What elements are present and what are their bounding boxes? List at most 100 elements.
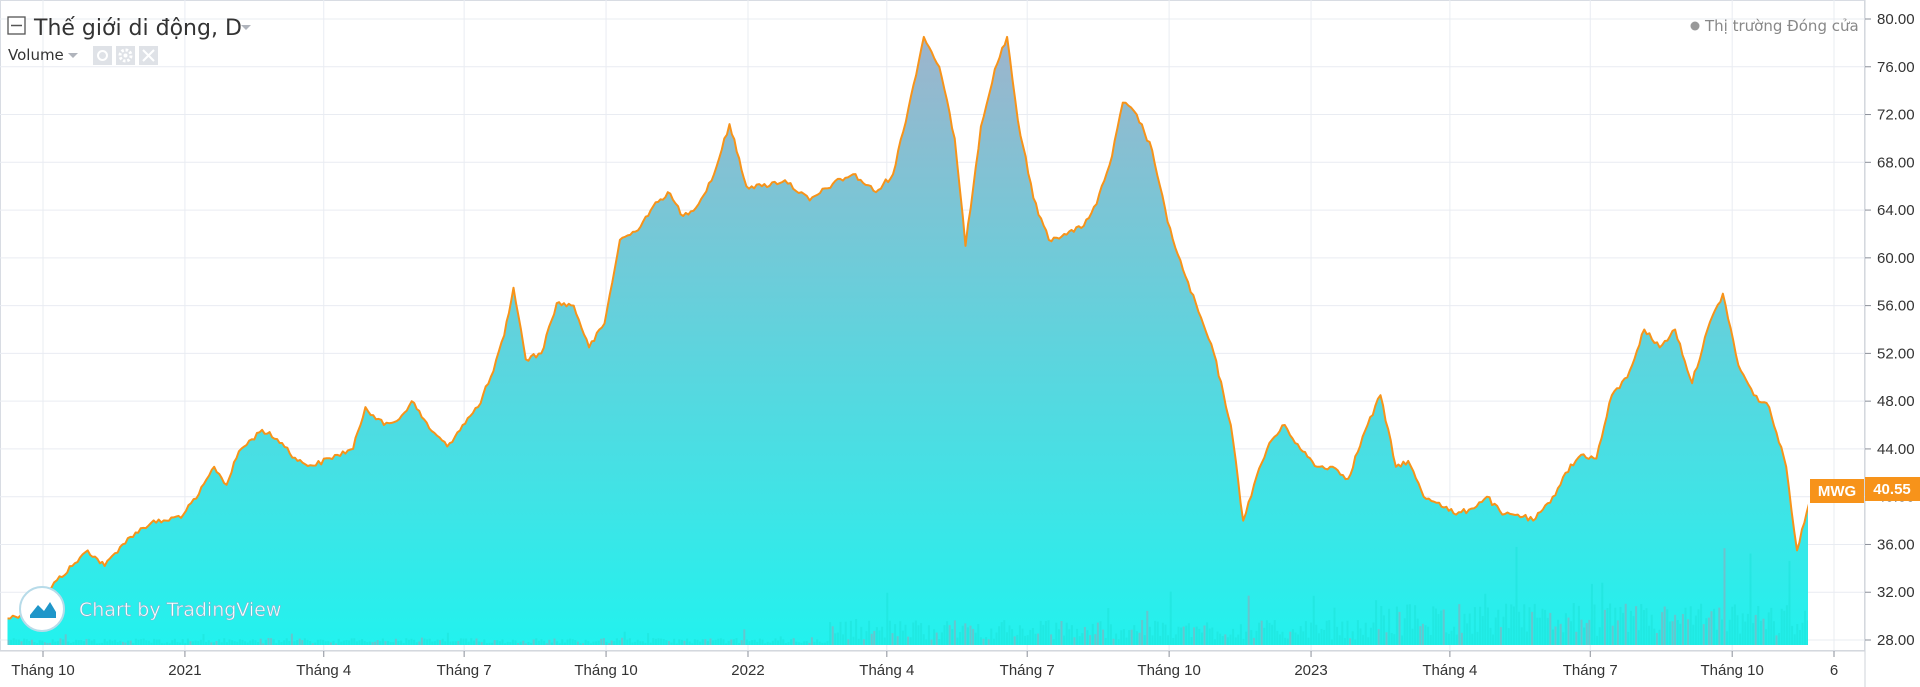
volume-bar	[77, 640, 80, 645]
volume-bar	[740, 640, 743, 645]
volume-bar	[696, 639, 699, 645]
volume-bar	[1650, 614, 1653, 645]
volume-bar	[1317, 633, 1320, 645]
title-dropdown-icon[interactable]	[241, 25, 251, 30]
volume-bar	[519, 641, 522, 645]
volume-bar	[1661, 612, 1664, 645]
time-axis[interactable]: Tháng 10 2021 Tháng 4 Tháng 7 Tháng 10 2022 Th…	[11, 651, 1838, 679]
volume-bar	[712, 640, 715, 645]
volume-bar	[1299, 626, 1302, 645]
gear-icon[interactable]	[116, 46, 135, 65]
volume-bar	[782, 639, 785, 645]
volume-bar	[636, 639, 639, 645]
volume-bar	[218, 639, 221, 645]
volume-bar	[673, 638, 676, 645]
volume-bar	[1291, 629, 1294, 645]
volume-bar	[485, 643, 488, 645]
volume-bar	[875, 627, 878, 645]
last-price-tags: MWG 40.55	[1810, 477, 1920, 503]
volume-bar	[1255, 630, 1258, 645]
volume-bar	[220, 642, 223, 645]
volume-bar	[1442, 609, 1445, 645]
volume-bar	[1393, 634, 1396, 645]
volume-bar	[1710, 611, 1713, 645]
price-area	[7, 36, 1808, 645]
volume-bar	[345, 640, 348, 645]
volume-bar	[1606, 608, 1609, 645]
volume-bar	[1172, 638, 1175, 645]
volume-bar	[1271, 624, 1274, 645]
volume-bar	[1382, 615, 1385, 645]
volume-bar	[683, 640, 686, 645]
volume-bar	[257, 642, 260, 645]
volume-bar	[582, 643, 585, 645]
volume-bar	[1120, 630, 1123, 645]
volume-bar	[1687, 619, 1690, 645]
volume-bar	[1011, 629, 1014, 645]
volume-bar	[1304, 621, 1307, 645]
volume-bar	[540, 639, 543, 645]
volume-bar	[974, 632, 977, 645]
volume-bar	[1752, 623, 1755, 645]
volume-dropdown-icon[interactable]	[68, 53, 78, 58]
volume-bar	[1042, 624, 1045, 645]
volume-bar	[743, 629, 746, 645]
volume-bar	[1115, 633, 1118, 645]
volume-bar	[621, 637, 624, 645]
volume-bar	[925, 639, 928, 645]
volume-bar	[769, 642, 772, 645]
close-icon[interactable]	[139, 46, 158, 65]
volume-bar	[342, 640, 345, 645]
volume-bar	[1146, 610, 1149, 645]
volume-bar	[1193, 627, 1196, 645]
volume-bar	[285, 638, 288, 645]
volume-bar	[363, 641, 366, 645]
volume-bar	[589, 643, 592, 645]
volume-bar	[238, 639, 241, 645]
volume-bar	[309, 641, 312, 645]
volume-bar	[389, 642, 392, 645]
volume-bar	[1505, 603, 1508, 645]
volume-bar	[1471, 633, 1474, 645]
volume-bar	[992, 638, 995, 645]
volume-bar	[922, 634, 925, 645]
legend: Thế giới di động, D Volume	[7, 16, 251, 65]
volume-bar	[1746, 613, 1749, 645]
volume-bar	[1525, 631, 1528, 645]
volume-bar	[267, 638, 270, 645]
volume-bar	[1008, 625, 1011, 645]
volume-bar	[946, 621, 949, 645]
volume-bar	[1242, 638, 1245, 645]
price-axis[interactable]: 80.00 76.00 72.00 68.00 64.00 60.00 56.00 52.00…	[1865, 11, 1915, 649]
volume-bar	[186, 638, 189, 645]
volume-bar	[953, 620, 956, 645]
collapse-button[interactable]	[7, 16, 26, 35]
volume-bar	[1057, 629, 1060, 645]
volume-bar	[1684, 607, 1687, 645]
volume-bar	[1635, 606, 1638, 645]
eye-icon[interactable]	[93, 46, 112, 65]
volume-bar	[1557, 619, 1560, 645]
volume-bar	[329, 642, 332, 645]
volume-bar	[1679, 623, 1682, 645]
volume-bar	[1005, 632, 1008, 645]
volume-bar	[426, 639, 429, 645]
volume-bar	[914, 620, 917, 645]
volume-bar	[1541, 608, 1544, 645]
volume-bar	[790, 639, 793, 645]
volume-bar	[337, 638, 340, 645]
volume-bar	[1528, 607, 1531, 645]
volume-bar	[283, 640, 286, 645]
volume-bar	[155, 639, 158, 645]
volume-bar	[1024, 635, 1027, 645]
volume-bar	[1726, 631, 1729, 645]
volume-bar	[699, 641, 702, 645]
volume-bar	[444, 641, 447, 645]
volume-bar	[691, 643, 694, 645]
volume-bar	[140, 639, 143, 645]
volume-bar	[1013, 636, 1016, 645]
volume-bar	[813, 641, 816, 645]
volume-bar	[1401, 635, 1404, 645]
volume-bar	[1598, 627, 1601, 645]
